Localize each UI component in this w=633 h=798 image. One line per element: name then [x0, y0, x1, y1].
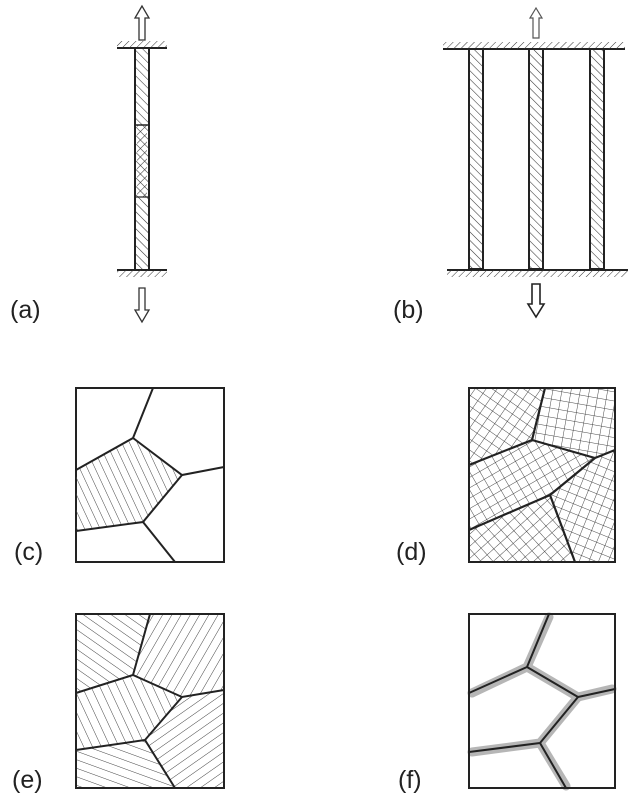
panel-a: (a) — [10, 4, 167, 324]
test-bar — [589, 48, 605, 270]
grain-boundaries — [75, 387, 225, 563]
panel-label: (d) — [396, 538, 427, 566]
panel-label: (c) — [14, 538, 43, 566]
test-bar — [468, 48, 484, 270]
panel-b: (b) — [393, 6, 628, 324]
test-bar — [134, 47, 150, 271]
hollow-arrow-icon — [528, 6, 544, 39]
hollow-arrow-icon — [526, 283, 546, 319]
panel-label: (e) — [12, 766, 43, 794]
test-bar — [528, 48, 544, 270]
panel-e: (e) — [12, 613, 225, 794]
hatched-support-icon — [117, 269, 167, 277]
grain-boundaries — [75, 613, 225, 789]
hatched-support-icon — [443, 42, 625, 50]
panel-f: (f) — [398, 612, 617, 794]
panel-label: (a) — [10, 296, 41, 324]
hollow-arrow-icon — [133, 287, 151, 324]
panel-c: (c) — [14, 387, 225, 566]
hollow-arrow-icon — [133, 4, 151, 41]
grain-boundaries — [468, 613, 616, 789]
grain-boundaries — [468, 387, 616, 563]
panel-d: (d) — [396, 387, 616, 566]
panel-label: (b) — [393, 296, 424, 324]
hatched-support-icon — [117, 41, 167, 49]
panel-label: (f) — [398, 766, 422, 794]
hatched-support-icon — [447, 269, 628, 277]
